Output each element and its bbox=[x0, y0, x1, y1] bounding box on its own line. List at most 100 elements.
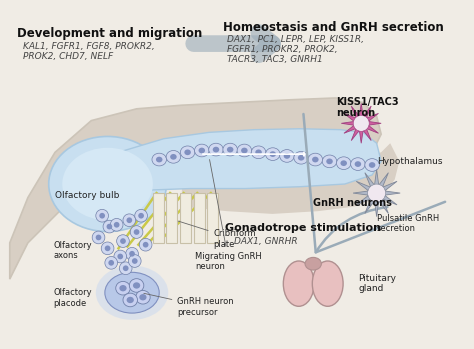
Text: Pulsatile GnRH
secretion: Pulsatile GnRH secretion bbox=[377, 214, 439, 233]
Ellipse shape bbox=[322, 155, 337, 168]
Ellipse shape bbox=[114, 222, 119, 228]
Ellipse shape bbox=[129, 279, 144, 292]
FancyArrowPatch shape bbox=[194, 32, 273, 55]
Ellipse shape bbox=[251, 146, 266, 159]
Ellipse shape bbox=[308, 153, 323, 166]
Ellipse shape bbox=[139, 238, 152, 251]
Text: Hypothalamus: Hypothalamus bbox=[377, 157, 442, 166]
Text: Gonadotrope stimulation: Gonadotrope stimulation bbox=[225, 223, 382, 233]
Ellipse shape bbox=[123, 265, 128, 271]
Ellipse shape bbox=[133, 282, 140, 289]
Text: DAX1, GNRHR: DAX1, GNRHR bbox=[235, 237, 298, 246]
Ellipse shape bbox=[166, 150, 181, 163]
Ellipse shape bbox=[337, 157, 351, 170]
Text: DAX1, PC1, LEPR, LEP, KISS1R,
FGFR1, PROKR2, PROK2,
TACR3, TAC3, GNRH1: DAX1, PC1, LEPR, LEP, KISS1R, FGFR1, PRO… bbox=[227, 35, 364, 64]
Ellipse shape bbox=[312, 157, 319, 162]
Ellipse shape bbox=[283, 261, 314, 306]
Ellipse shape bbox=[120, 238, 126, 244]
Ellipse shape bbox=[180, 146, 195, 159]
Polygon shape bbox=[73, 129, 381, 190]
Ellipse shape bbox=[123, 214, 136, 227]
Ellipse shape bbox=[143, 242, 148, 247]
Ellipse shape bbox=[152, 153, 166, 166]
Bar bbox=[166, 193, 177, 243]
Ellipse shape bbox=[184, 149, 191, 155]
Ellipse shape bbox=[109, 260, 114, 266]
Ellipse shape bbox=[355, 161, 361, 167]
Text: Cribriform
plate: Cribriform plate bbox=[178, 221, 256, 249]
Ellipse shape bbox=[194, 144, 209, 157]
Ellipse shape bbox=[340, 160, 347, 166]
Ellipse shape bbox=[241, 148, 247, 153]
Ellipse shape bbox=[305, 257, 321, 270]
Text: Pituitary
gland: Pituitary gland bbox=[358, 274, 397, 294]
Bar bbox=[180, 193, 191, 243]
Ellipse shape bbox=[96, 209, 109, 222]
Ellipse shape bbox=[96, 235, 101, 240]
Text: Olfactory bulb: Olfactory bulb bbox=[55, 191, 119, 200]
Ellipse shape bbox=[265, 148, 280, 161]
Ellipse shape bbox=[119, 262, 132, 275]
Ellipse shape bbox=[199, 148, 205, 153]
Text: Olfactory
axons: Olfactory axons bbox=[53, 241, 92, 260]
Ellipse shape bbox=[117, 235, 129, 247]
Ellipse shape bbox=[170, 154, 177, 160]
Ellipse shape bbox=[156, 157, 163, 162]
Ellipse shape bbox=[103, 220, 116, 233]
Bar bbox=[194, 193, 204, 243]
Bar bbox=[153, 193, 164, 243]
Ellipse shape bbox=[127, 297, 134, 303]
Ellipse shape bbox=[369, 162, 375, 168]
Bar bbox=[207, 193, 218, 243]
Ellipse shape bbox=[130, 226, 143, 238]
Ellipse shape bbox=[294, 151, 309, 164]
Polygon shape bbox=[182, 143, 399, 214]
Text: Development and migration: Development and migration bbox=[17, 27, 202, 40]
Ellipse shape bbox=[119, 285, 127, 291]
Ellipse shape bbox=[136, 290, 150, 304]
Ellipse shape bbox=[312, 261, 343, 306]
Ellipse shape bbox=[92, 231, 105, 244]
Text: KISS1/TAC3: KISS1/TAC3 bbox=[336, 97, 399, 107]
Text: Migrating GnRH
neuron: Migrating GnRH neuron bbox=[195, 159, 262, 272]
Ellipse shape bbox=[105, 257, 118, 269]
Ellipse shape bbox=[353, 116, 369, 131]
Polygon shape bbox=[353, 170, 400, 217]
Ellipse shape bbox=[237, 144, 252, 157]
Ellipse shape bbox=[101, 242, 114, 255]
Ellipse shape bbox=[368, 184, 385, 202]
Ellipse shape bbox=[96, 266, 168, 320]
Polygon shape bbox=[10, 98, 381, 279]
Ellipse shape bbox=[139, 294, 146, 300]
Ellipse shape bbox=[127, 217, 132, 223]
Ellipse shape bbox=[280, 150, 294, 162]
Ellipse shape bbox=[129, 251, 135, 257]
Ellipse shape bbox=[283, 153, 290, 159]
Ellipse shape bbox=[110, 218, 123, 231]
Text: Homeostasis and GnRH secretion: Homeostasis and GnRH secretion bbox=[223, 21, 443, 34]
Ellipse shape bbox=[132, 258, 137, 264]
Ellipse shape bbox=[128, 255, 141, 267]
Ellipse shape bbox=[126, 247, 138, 260]
Ellipse shape bbox=[298, 155, 304, 161]
Ellipse shape bbox=[351, 158, 365, 170]
Ellipse shape bbox=[138, 213, 144, 218]
Ellipse shape bbox=[49, 136, 166, 232]
Text: Olfactory
placode: Olfactory placode bbox=[53, 288, 92, 307]
Ellipse shape bbox=[99, 213, 105, 218]
Ellipse shape bbox=[223, 143, 237, 156]
Text: GnRH neurons: GnRH neurons bbox=[313, 198, 392, 208]
Ellipse shape bbox=[134, 229, 139, 235]
Ellipse shape bbox=[118, 254, 123, 259]
Ellipse shape bbox=[326, 158, 333, 164]
Text: neuron: neuron bbox=[336, 108, 375, 118]
Ellipse shape bbox=[116, 281, 130, 295]
Ellipse shape bbox=[107, 224, 112, 229]
Text: GnRH neuron
precursor: GnRH neuron precursor bbox=[144, 293, 234, 317]
Ellipse shape bbox=[105, 272, 159, 313]
Ellipse shape bbox=[62, 148, 153, 220]
Ellipse shape bbox=[135, 209, 147, 222]
Ellipse shape bbox=[213, 147, 219, 153]
Text: KAL1, FGFR1, FGF8, PROKR2,
PROK2, CHD7, NELF: KAL1, FGFR1, FGF8, PROKR2, PROK2, CHD7, … bbox=[23, 42, 155, 61]
Polygon shape bbox=[341, 103, 381, 143]
